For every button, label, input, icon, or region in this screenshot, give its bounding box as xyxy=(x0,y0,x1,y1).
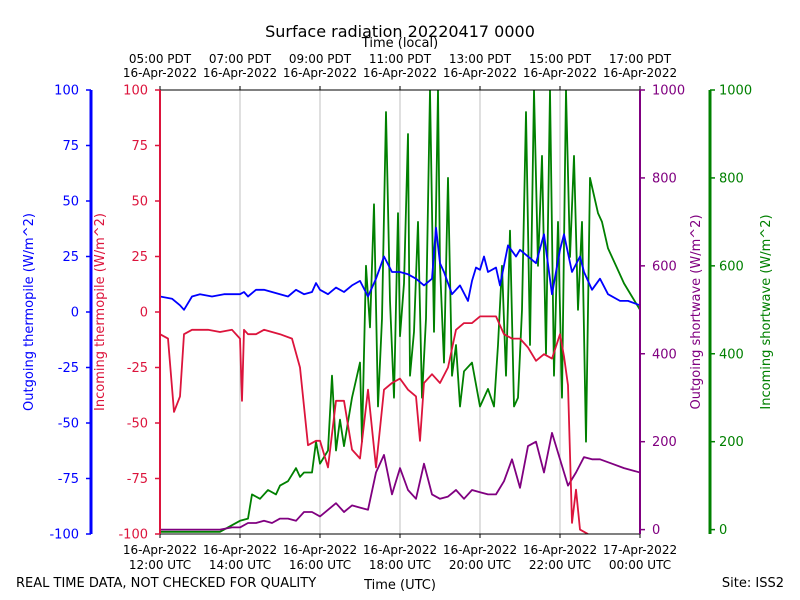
x-tick-label-date: 16-Apr-2022 xyxy=(523,543,597,557)
y-tick-label-in_shortwave: 200 xyxy=(719,435,744,450)
x-tick-label-utc: 20:00 UTC xyxy=(449,558,511,572)
y-tick-label-in_thermopile: -50 xyxy=(127,417,148,432)
y-axis-title-out_shortwave: Outgoing shortwave (W/m^2) xyxy=(689,214,704,409)
y-tick-label-out_shortwave: 800 xyxy=(652,171,677,186)
x-tick-label-date: 16-Apr-2022 xyxy=(123,543,197,557)
y-tick-label-out_shortwave: 200 xyxy=(652,435,677,450)
x-tick-label-local-date: 16-Apr-2022 xyxy=(203,66,277,80)
y-tick-label-out_thermopile: -25 xyxy=(58,361,79,376)
site-label: Site: ISS2 xyxy=(721,576,784,591)
y-tick-label-in_thermopile: -25 xyxy=(127,361,148,376)
y-axis-title-out_thermopile: Outgoing thermopile (W/m^2) xyxy=(22,213,37,411)
series-lines xyxy=(160,90,640,534)
y-tick-label-out_thermopile: 25 xyxy=(62,250,79,265)
x-tick-label-local-time: 07:00 PDT xyxy=(209,52,272,66)
x-tick-label-local-date: 16-Apr-2022 xyxy=(603,66,677,80)
y-tick-label-in_shortwave: 400 xyxy=(719,347,744,362)
x-tick-label-local-time: 13:00 PDT xyxy=(449,52,512,66)
series-incoming-thermopile xyxy=(160,315,589,534)
x-tick-label-date: 16-Apr-2022 xyxy=(443,543,517,557)
y-tick-label-in_thermopile: -75 xyxy=(127,472,148,487)
top-axis-label: Time (local) xyxy=(361,36,438,51)
y-tick-label-in_shortwave: 0 xyxy=(719,523,727,538)
chart-title: Surface radiation 20220417 0000 xyxy=(265,22,535,41)
y-tick-label-in_thermopile: 50 xyxy=(131,195,148,210)
x-tick-label-local-date: 16-Apr-2022 xyxy=(443,66,517,80)
x-tick-label-local-time: 05:00 PDT xyxy=(129,52,192,66)
series-incoming-shortwave xyxy=(160,90,640,533)
y-tick-label-in_shortwave: 600 xyxy=(719,259,744,274)
x-tick-label-utc: 14:00 UTC xyxy=(209,558,271,572)
y-tick-label-out_shortwave: 600 xyxy=(652,259,677,274)
x-tick-label-local-date: 16-Apr-2022 xyxy=(283,66,357,80)
y-tick-label-in_thermopile: -100 xyxy=(118,528,148,543)
x-tick-label-date: 16-Apr-2022 xyxy=(203,543,277,557)
y-tick-label-out_thermopile: -75 xyxy=(58,472,79,487)
y-axis-title-in_thermopile: Incoming thermopile (W/m^2) xyxy=(93,213,108,411)
y-tick-label-in_thermopile: 0 xyxy=(140,306,148,321)
x-tick-label-local-date: 16-Apr-2022 xyxy=(523,66,597,80)
x-axis-label: Time (UTC) xyxy=(363,578,436,593)
y-tick-label-in_thermopile: 75 xyxy=(131,139,148,154)
x-tick-label-local-date: 16-Apr-2022 xyxy=(363,66,437,80)
x-tick-label-utc: 00:00 UTC xyxy=(609,558,671,572)
y-tick-label-out_thermopile: 50 xyxy=(62,195,79,210)
x-tick-label-local-time: 17:00 PDT xyxy=(609,52,672,66)
y-tick-label-out_thermopile: 100 xyxy=(54,84,79,99)
x-tick-label-utc: 16:00 UTC xyxy=(289,558,351,572)
x-tick-label-date: 17-Apr-2022 xyxy=(603,543,677,557)
y-tick-label-in_thermopile: 25 xyxy=(131,250,148,265)
x-tick-label-utc: 12:00 UTC xyxy=(129,558,191,572)
x-tick-label-utc: 18:00 UTC xyxy=(369,558,431,572)
y-tick-label-out_shortwave: 1000 xyxy=(652,84,685,99)
y-tick-label-out_shortwave: 0 xyxy=(652,523,660,538)
series-outgoing-thermopile xyxy=(160,226,640,311)
y-tick-label-in_shortwave: 1000 xyxy=(719,84,752,99)
y-tick-label-out_thermopile: -50 xyxy=(58,417,79,432)
y-tick-label-in_thermopile: 100 xyxy=(123,84,148,99)
y-tick-label-out_shortwave: 400 xyxy=(652,347,677,362)
x-tick-label-local-time: 09:00 PDT xyxy=(289,52,352,66)
y-tick-label-out_thermopile: 75 xyxy=(62,139,79,154)
y-tick-label-out_thermopile: -100 xyxy=(49,528,79,543)
x-tick-label-local-date: 16-Apr-2022 xyxy=(123,66,197,80)
y-tick-label-in_shortwave: 800 xyxy=(719,171,744,186)
y-axis-title-in_shortwave: Incoming shortwave (W/m^2) xyxy=(759,214,774,409)
series-outgoing-shortwave xyxy=(160,431,640,531)
y-tick-label-out_thermopile: 0 xyxy=(71,306,79,321)
x-tick-label-utc: 22:00 UTC xyxy=(529,558,591,572)
x-tick-label-date: 16-Apr-2022 xyxy=(283,543,357,557)
x-tick-label-local-time: 11:00 PDT xyxy=(369,52,432,66)
x-tick-label-date: 16-Apr-2022 xyxy=(363,543,437,557)
quality-disclaimer: REAL TIME DATA, NOT CHECKED FOR QUALITY xyxy=(16,576,317,591)
x-tick-label-local-time: 15:00 PDT xyxy=(529,52,592,66)
